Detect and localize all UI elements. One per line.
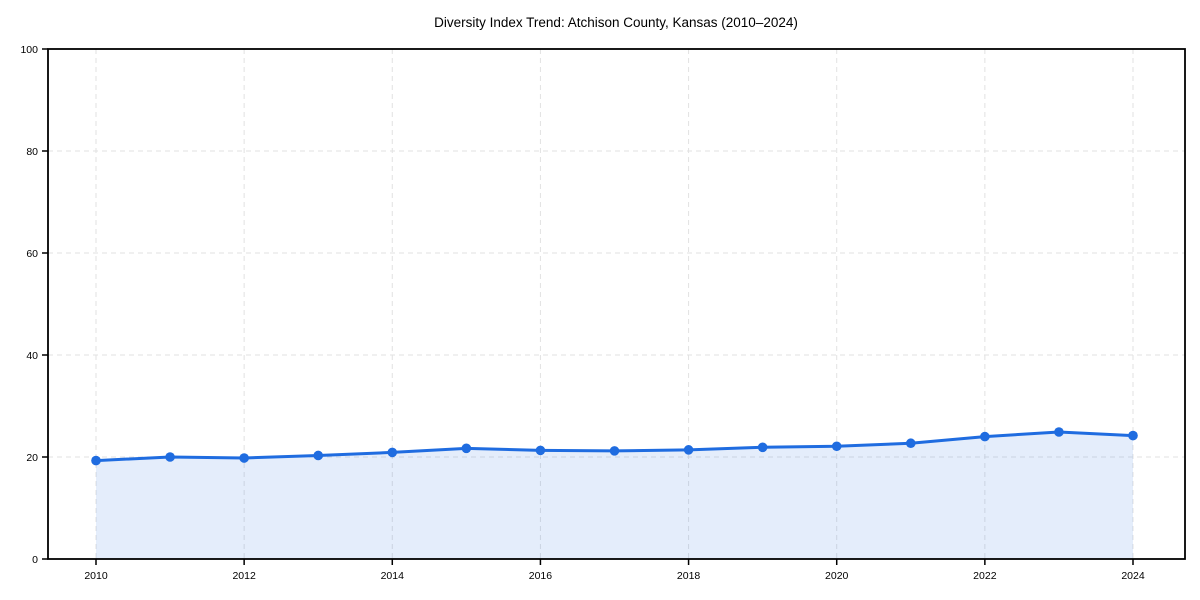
- y-tick-label-60: 60: [26, 248, 38, 260]
- data-point-2018: [683, 445, 694, 455]
- chart-title: Diversity Index Trend: Atchison County, …: [434, 15, 798, 30]
- x-tick-label-2014: 2014: [381, 570, 405, 582]
- data-point-2012: [239, 453, 249, 463]
- data-point-2014: [387, 447, 398, 458]
- area-fill: [96, 432, 1133, 559]
- data-point-2010: [91, 455, 101, 466]
- y-tick-label-40: 40: [26, 350, 38, 362]
- data-point-2019: [757, 442, 768, 453]
- plot-border: [47, 48, 1186, 560]
- data-point-2021: [905, 438, 916, 449]
- x-tick-label-2012: 2012: [232, 570, 256, 582]
- x-tick-label-2024: 2024: [1121, 570, 1145, 582]
- x-tick-label-2016: 2016: [529, 570, 553, 582]
- x-tick-label-2022: 2022: [973, 570, 997, 582]
- data-point-2013: [313, 450, 324, 461]
- y-tick-label-100: 100: [20, 44, 38, 56]
- data-point-2015: [461, 443, 472, 454]
- data-point-2017: [609, 446, 620, 456]
- y-tick-label-20: 20: [26, 452, 38, 464]
- x-tick-label-2020: 2020: [825, 570, 849, 582]
- plot-area: 0 20 40 60 80 100 2010 2012 2014 2016 2018 2020 2022…: [20, 44, 1186, 582]
- data-point-2011: [165, 452, 175, 462]
- data-point-2024: [1128, 430, 1138, 441]
- data-point-2020: [831, 441, 842, 452]
- y-tick-label-0: 0: [32, 554, 38, 566]
- data-point-2022: [980, 431, 990, 442]
- data-point-2016: [535, 445, 546, 456]
- y-tick-label-80: 80: [26, 146, 38, 158]
- data-point-2023: [1054, 427, 1064, 437]
- x-tick-label-2010: 2010: [84, 570, 108, 582]
- x-tick-label-2018: 2018: [677, 570, 701, 582]
